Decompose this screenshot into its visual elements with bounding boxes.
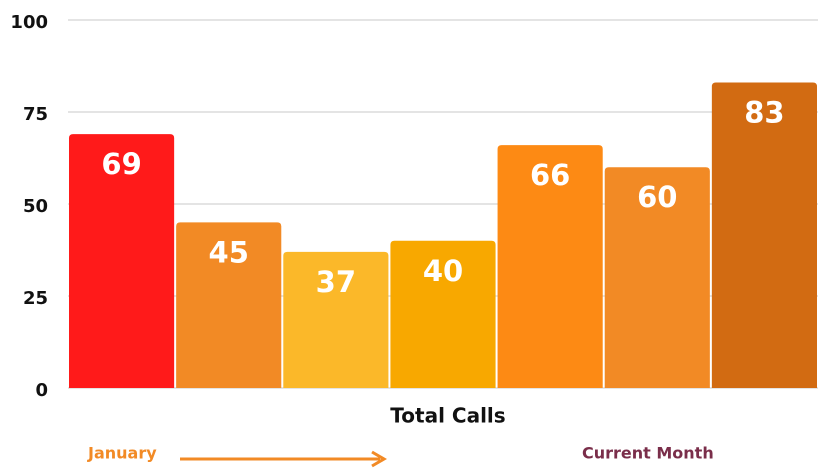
data-label: 60 (637, 180, 677, 214)
bar (69, 134, 175, 388)
x-axis-label: Total Calls (390, 404, 505, 428)
y-tick-label: 100 (10, 12, 48, 33)
bar (390, 240, 496, 388)
data-label: 66 (530, 158, 570, 192)
bar (176, 222, 282, 388)
annotation-start: January (87, 444, 157, 463)
bar (604, 167, 710, 388)
data-label: 37 (316, 265, 356, 299)
data-label: 69 (101, 147, 141, 181)
arrow-head (371, 450, 387, 468)
y-tick-label: 25 (23, 288, 48, 309)
bar (497, 145, 603, 388)
bar (283, 251, 389, 388)
data-label: 83 (744, 96, 784, 130)
data-label: 40 (423, 254, 463, 288)
y-tick-label: 50 (23, 196, 48, 217)
data-label: 45 (209, 235, 249, 269)
annotation-end: Current Month (582, 444, 714, 463)
y-tick-label: 0 (35, 380, 48, 401)
y-tick-label: 75 (23, 104, 48, 125)
bar (711, 82, 817, 388)
